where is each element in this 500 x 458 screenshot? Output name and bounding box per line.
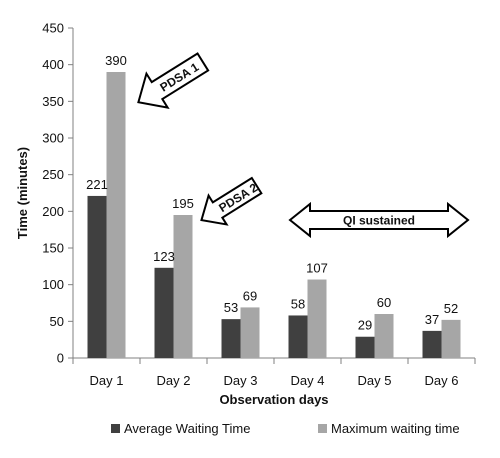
data-labels: 221 390 123 195 53 69 58 107 29 60 37 52 — [86, 53, 458, 333]
bar-average-waiting-time — [87, 195, 107, 358]
x-tick-label: Day 1 — [90, 373, 124, 388]
data-label: 107 — [306, 261, 328, 276]
data-label: 53 — [224, 300, 238, 315]
y-tick-label: 300 — [42, 131, 64, 146]
data-label: 123 — [153, 249, 175, 264]
x-axis-title: Observation days — [219, 392, 328, 407]
y-tick-label: 250 — [42, 167, 64, 182]
x-tick-label: Day 5 — [358, 373, 392, 388]
data-label: 390 — [105, 53, 127, 68]
y-ticks: 0 50 100 150 200 250 300 350 400 450 — [42, 21, 73, 366]
bar-maximum-waiting-time — [106, 72, 126, 358]
x-ticks: Day 1 Day 2 Day 3 Day 4 Day 5 Day 6 — [72, 358, 476, 388]
bar-average-waiting-time — [422, 330, 442, 358]
x-tick-label: Day 4 — [291, 373, 325, 388]
legend-label-average: Average Waiting Time — [124, 421, 250, 436]
data-label: 37 — [425, 312, 439, 327]
data-label: 221 — [86, 177, 108, 192]
legend: Average Waiting Time Maximum waiting tim… — [111, 421, 460, 436]
y-axis-title: Time (minutes) — [15, 147, 30, 239]
bar-average-waiting-time — [221, 319, 241, 358]
y-tick-label: 50 — [50, 314, 64, 329]
data-label: 69 — [243, 288, 257, 303]
x-tick-label: Day 6 — [425, 373, 459, 388]
y-tick-label: 450 — [42, 21, 64, 36]
y-tick-label: 150 — [42, 241, 64, 256]
legend-label-maximum: Maximum waiting time — [331, 421, 460, 436]
bar-average-waiting-time — [154, 267, 174, 358]
data-label: 29 — [358, 318, 372, 333]
pdsa1-arrow-icon — [137, 52, 210, 109]
data-label: 52 — [444, 301, 458, 316]
y-tick-label: 400 — [42, 57, 64, 72]
legend-swatch-average — [111, 424, 120, 433]
double-arrow-icon — [288, 201, 470, 239]
x-tick-label: Day 3 — [224, 373, 258, 388]
x-tick-label: Day 2 — [157, 373, 191, 388]
bar-average-waiting-time — [355, 336, 375, 358]
annotation-qi-sustained: QI sustained — [288, 201, 470, 239]
data-label: 195 — [172, 196, 194, 211]
data-label: 60 — [377, 295, 391, 310]
bar-maximum-waiting-time — [240, 307, 260, 358]
annotation-pdsa1: PDSA 1 — [137, 52, 210, 109]
legend-swatch-maximum — [318, 424, 327, 433]
annotation-pdsa2: PDSA 2 — [200, 176, 263, 226]
bar-maximum-waiting-time — [173, 215, 193, 358]
bar-average-waiting-time — [288, 315, 308, 358]
y-tick-label: 100 — [42, 277, 64, 292]
y-tick-label: 0 — [57, 351, 64, 366]
pdsa2-arrow-icon — [200, 176, 263, 226]
y-tick-label: 200 — [42, 204, 64, 219]
bar-maximum-waiting-time — [441, 319, 461, 358]
bars — [87, 72, 461, 358]
x-axis: Observation days — [73, 357, 475, 407]
y-tick-label: 350 — [42, 94, 64, 109]
bar-maximum-waiting-time — [374, 314, 394, 358]
bar-maximum-waiting-time — [307, 279, 327, 358]
qi-sustained-label: QI sustained — [343, 214, 415, 228]
data-label: 58 — [291, 296, 305, 311]
y-axis: Time (minutes) — [15, 28, 74, 358]
